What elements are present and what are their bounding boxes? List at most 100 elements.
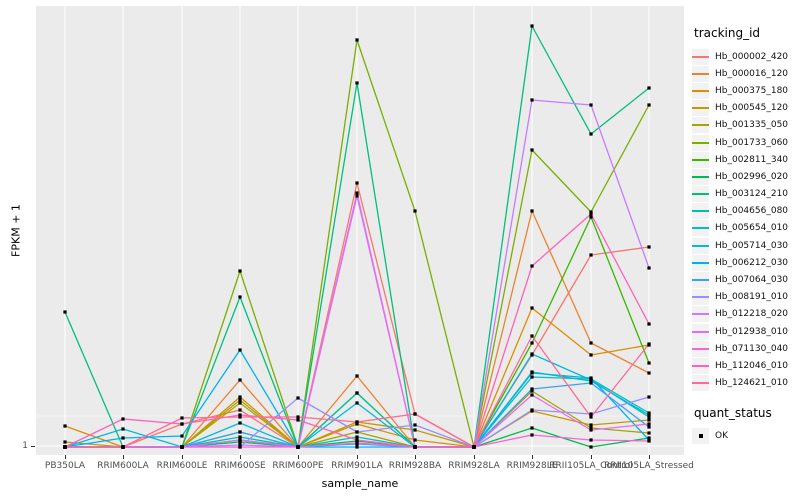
legend-key-swatch bbox=[692, 100, 709, 117]
data-point-marker bbox=[296, 418, 300, 422]
y-tick-label: 1 bbox=[22, 441, 28, 451]
legend-key-swatch bbox=[692, 82, 709, 99]
data-point-marker bbox=[589, 438, 593, 442]
data-point-marker bbox=[589, 415, 593, 419]
data-point-marker bbox=[647, 413, 651, 417]
data-point-marker bbox=[647, 395, 651, 399]
data-point-marker bbox=[121, 436, 125, 440]
data-point-marker bbox=[238, 348, 242, 352]
legend-item: Hb_003124_210 bbox=[692, 186, 798, 203]
legend-key-line bbox=[692, 175, 709, 178]
data-point-marker bbox=[355, 374, 359, 378]
data-point-marker bbox=[530, 209, 534, 213]
data-point-marker bbox=[63, 310, 67, 314]
data-point-marker bbox=[238, 395, 242, 399]
data-point-marker bbox=[180, 434, 184, 438]
data-point-marker bbox=[647, 361, 651, 365]
x-tick-label-RRIM600LE: RRIM600LE bbox=[156, 461, 208, 471]
data-point-marker bbox=[296, 396, 300, 400]
x-tick-mark bbox=[474, 455, 475, 459]
legend-quant-label: OK bbox=[715, 431, 728, 442]
legend-item-label: Hb_000545_120 bbox=[715, 103, 789, 114]
legend-key-line bbox=[692, 210, 709, 213]
legend-item: Hb_001335_050 bbox=[692, 117, 798, 134]
data-point-marker bbox=[472, 445, 476, 449]
legend-key-swatch bbox=[692, 65, 709, 82]
data-point-marker bbox=[355, 438, 359, 442]
data-point-marker bbox=[647, 342, 651, 346]
data-point-marker bbox=[647, 431, 651, 435]
legend-key-line bbox=[692, 158, 709, 161]
data-point-marker bbox=[63, 440, 67, 444]
data-point-marker bbox=[589, 210, 593, 214]
x-tick-label-RRIM600LA: RRIM600LA bbox=[97, 461, 149, 471]
x-tick-mark bbox=[415, 455, 416, 459]
data-point-marker bbox=[589, 215, 593, 219]
data-point-marker bbox=[355, 194, 359, 198]
x-tick-mark bbox=[591, 455, 592, 459]
legend-key-swatch bbox=[692, 340, 709, 357]
x-tick-mark bbox=[65, 455, 66, 459]
data-point-marker bbox=[647, 266, 651, 270]
legend-item-label: Hb_071130_040 bbox=[715, 343, 789, 354]
data-point-marker bbox=[647, 436, 651, 440]
data-point-marker bbox=[530, 375, 534, 379]
data-point-marker bbox=[238, 445, 242, 449]
legend-item: Hb_000545_120 bbox=[692, 100, 798, 117]
legend-item-label: Hb_000375_180 bbox=[715, 85, 789, 96]
data-point-marker bbox=[355, 81, 359, 85]
x-tick-label-RRIM600SE: RRIM600SE bbox=[214, 461, 266, 471]
data-point-marker bbox=[530, 306, 534, 310]
legend-key-swatch bbox=[692, 48, 709, 65]
legend-item: Hb_007064_030 bbox=[692, 271, 798, 289]
data-point-marker bbox=[413, 438, 417, 442]
data-point-marker bbox=[63, 445, 67, 449]
legend-item-label: Hb_007064_030 bbox=[715, 275, 789, 286]
legend: tracking_id Hb_000002_420 Hb_000016_120 Hb… bbox=[692, 26, 798, 445]
data-point-marker bbox=[589, 381, 593, 385]
data-point-marker bbox=[647, 103, 651, 107]
data-point-marker bbox=[413, 428, 417, 432]
data-point-marker bbox=[589, 353, 593, 357]
legend-key-line bbox=[692, 107, 709, 110]
legend-item-label: Hb_002996_020 bbox=[715, 171, 789, 182]
legend-key-line bbox=[692, 364, 709, 367]
data-point-marker bbox=[121, 417, 125, 421]
data-point-marker bbox=[530, 408, 534, 412]
legend-item-label: Hb_001335_050 bbox=[715, 120, 789, 131]
legend-key-swatch bbox=[692, 117, 709, 134]
x-tick-mark bbox=[649, 455, 650, 459]
data-point-marker bbox=[355, 391, 359, 395]
data-point-marker bbox=[180, 445, 184, 449]
plot-area bbox=[36, 6, 684, 455]
legend-item: Hb_004656_080 bbox=[692, 203, 798, 220]
data-point-marker bbox=[238, 413, 242, 417]
data-point-marker bbox=[530, 341, 534, 345]
square-point-icon bbox=[698, 434, 703, 439]
data-point-marker bbox=[355, 181, 359, 185]
legend-item-label: Hb_006212_030 bbox=[715, 257, 789, 268]
data-point-marker bbox=[180, 422, 184, 426]
data-point-marker bbox=[238, 443, 242, 447]
x-tick-label-RRIM928BA: RRIM928BA bbox=[388, 461, 442, 471]
data-point-marker bbox=[238, 408, 242, 412]
data-point-marker bbox=[647, 411, 651, 415]
data-point-marker bbox=[589, 445, 593, 449]
legend-item: Hb_008191_010 bbox=[692, 289, 798, 306]
legend-item: Hb_000016_120 bbox=[692, 65, 798, 82]
legend-key-swatch bbox=[692, 254, 709, 271]
data-point-marker bbox=[647, 371, 651, 375]
legend-item: Hb_006212_030 bbox=[692, 254, 798, 271]
legend-key-line bbox=[692, 296, 709, 299]
legend-item: Hb_005654_010 bbox=[692, 220, 798, 237]
data-point-marker bbox=[355, 430, 359, 434]
data-point-marker bbox=[413, 445, 417, 449]
data-point-marker bbox=[647, 425, 651, 429]
data-point-marker bbox=[355, 420, 359, 424]
legend-key-swatch bbox=[692, 357, 709, 374]
legend-item: Hb_112046_010 bbox=[692, 357, 798, 374]
data-point-marker bbox=[589, 412, 593, 416]
x-tick-label-PB350LA: PB350LA bbox=[44, 461, 86, 471]
data-point-marker bbox=[413, 412, 417, 416]
legend-item: Hb_000375_180 bbox=[692, 82, 798, 99]
